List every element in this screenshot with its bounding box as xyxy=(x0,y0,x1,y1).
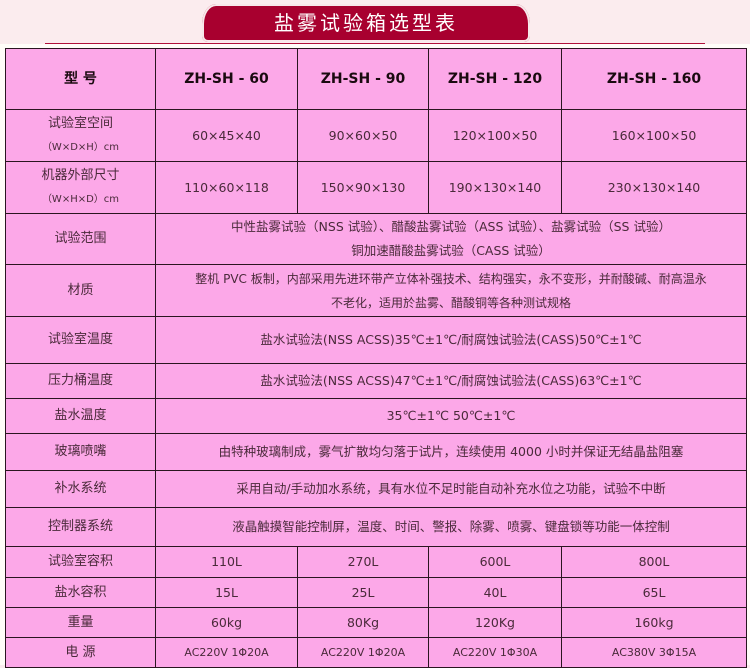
cell: 110L xyxy=(155,546,298,578)
spec-table: 型 号 ZH-SH - 60 ZH-SH - 90 ZH-SH - 120 ZH… xyxy=(5,48,747,668)
cell: 60kg xyxy=(155,607,298,638)
row-label: 材质 xyxy=(5,264,156,317)
row-label: 玻璃喷嘴 xyxy=(5,433,156,471)
row-label: 电 源 xyxy=(5,637,156,668)
cell: 600L xyxy=(428,546,562,578)
cell: 25L xyxy=(297,577,429,608)
row-label: 试验室空间 （W×D×H）cm xyxy=(5,109,156,162)
cell: 800L xyxy=(561,546,747,578)
table-row: 重量 60kg 80Kg 120Kg 160kg xyxy=(5,607,747,638)
row-label: 控制器系统 xyxy=(5,507,156,547)
cell: 60×45×40 xyxy=(155,109,298,162)
cell: 270L xyxy=(297,546,429,578)
cell: AC220V 1Φ20A xyxy=(297,637,429,668)
cell: AC380V 3Φ15A xyxy=(561,637,747,668)
model-header: ZH-SH - 160 xyxy=(561,48,747,110)
cell: 盐水试验法(NSS ACSS)35℃±1℃/耐腐蚀试验法(CASS)50℃±1℃ xyxy=(155,316,747,364)
table-row: 试验范围 中性盐雾试验（NSS 试验）、醋酸盐雾试验（ASS 试验）、盐雾试验（… xyxy=(5,213,747,265)
cell: 中性盐雾试验（NSS 试验）、醋酸盐雾试验（ASS 试验）、盐雾试验（SS 试验… xyxy=(155,213,747,265)
row-label: 试验范围 xyxy=(5,213,156,265)
table-row: 试验室容积 110L 270L 600L 800L xyxy=(5,546,747,578)
table-row: 试验室温度 盐水试验法(NSS ACSS)35℃±1℃/耐腐蚀试验法(CASS)… xyxy=(5,316,747,364)
cell: 80Kg xyxy=(297,607,429,638)
cell: 采用自动/手动加水系统，具有水位不足时能自动补充水位之功能，试验不中断 xyxy=(155,470,747,508)
table-row: 玻璃喷嘴 由特种玻璃制成，雾气扩散均匀落于试片，连续使用 4000 小时并保证无… xyxy=(5,433,747,471)
header-label: 型 号 xyxy=(5,48,156,110)
row-label: 压力桶温度 xyxy=(5,363,156,399)
table-row: 电 源 AC220V 1Φ20A AC220V 1Φ20A AC220V 1Φ3… xyxy=(5,637,747,668)
row-label: 盐水容积 xyxy=(5,577,156,608)
cell: 35℃±1℃ 50℃±1℃ xyxy=(155,398,747,434)
table-row: 机器外部尺寸 （W×H×D）cm 110×60×118 150×90×130 19… xyxy=(5,161,747,214)
table-row: 控制器系统 液晶触摸智能控制屏，温度、时间、警报、除雾、喷雾、键盘锁等功能一体控… xyxy=(5,507,747,547)
title-banner: 盐雾试验箱选型表 xyxy=(202,4,530,42)
cell: 液晶触摸智能控制屏，温度、时间、警报、除雾、喷雾、键盘锁等功能一体控制 xyxy=(155,507,747,547)
row-label: 补水系统 xyxy=(5,470,156,508)
cell: 盐水试验法(NSS ACSS)47℃±1℃/耐腐蚀试验法(CASS)63℃±1℃ xyxy=(155,363,747,399)
cell: AC220V 1Φ20A xyxy=(155,637,298,668)
cell: 190×130×140 xyxy=(428,161,562,214)
cell: 由特种玻璃制成，雾气扩散均匀落于试片，连续使用 4000 小时并保证无结晶盐阻塞 xyxy=(155,433,747,471)
cell: 65L xyxy=(561,577,747,608)
row-label: 机器外部尺寸 （W×H×D）cm xyxy=(5,161,156,214)
page-title: 盐雾试验箱选型表 xyxy=(274,11,458,35)
cell: 15L xyxy=(155,577,298,608)
model-header: ZH-SH - 90 xyxy=(297,48,429,110)
cell: 160kg xyxy=(561,607,747,638)
table-row: 盐水温度 35℃±1℃ 50℃±1℃ xyxy=(5,398,747,434)
model-header: ZH-SH - 60 xyxy=(155,48,298,110)
table-row: 补水系统 采用自动/手动加水系统，具有水位不足时能自动补充水位之功能，试验不中断 xyxy=(5,470,747,508)
table-row: 盐水容积 15L 25L 40L 65L xyxy=(5,577,747,608)
cell: 120Kg xyxy=(428,607,562,638)
cell: 110×60×118 xyxy=(155,161,298,214)
table-row: 试验室空间 （W×D×H）cm 60×45×40 90×60×50 120×100… xyxy=(5,109,747,162)
table-row: 材质 整机 PVC 板制，内部采用先进环带产立体补强技术、结构强实，永不变形，并… xyxy=(5,264,747,317)
cell: 90×60×50 xyxy=(297,109,429,162)
cell: 160×100×50 xyxy=(561,109,747,162)
row-label: 盐水温度 xyxy=(5,398,156,434)
table-row: 压力桶温度 盐水试验法(NSS ACSS)47℃±1℃/耐腐蚀试验法(CASS)… xyxy=(5,363,747,399)
cell: 120×100×50 xyxy=(428,109,562,162)
row-label: 试验室温度 xyxy=(5,316,156,364)
model-header: ZH-SH - 120 xyxy=(428,48,562,110)
cell: 整机 PVC 板制，内部采用先进环带产立体补强技术、结构强实，永不变形，并耐酸碱… xyxy=(155,264,747,317)
row-label: 试验室容积 xyxy=(5,546,156,578)
row-label: 重量 xyxy=(5,607,156,638)
header-rule xyxy=(45,43,705,44)
header-row: 型 号 ZH-SH - 60 ZH-SH - 90 ZH-SH - 120 ZH… xyxy=(5,48,747,110)
cell: 150×90×130 xyxy=(297,161,429,214)
cell: AC220V 1Φ30A xyxy=(428,637,562,668)
cell: 230×130×140 xyxy=(561,161,747,214)
cell: 40L xyxy=(428,577,562,608)
